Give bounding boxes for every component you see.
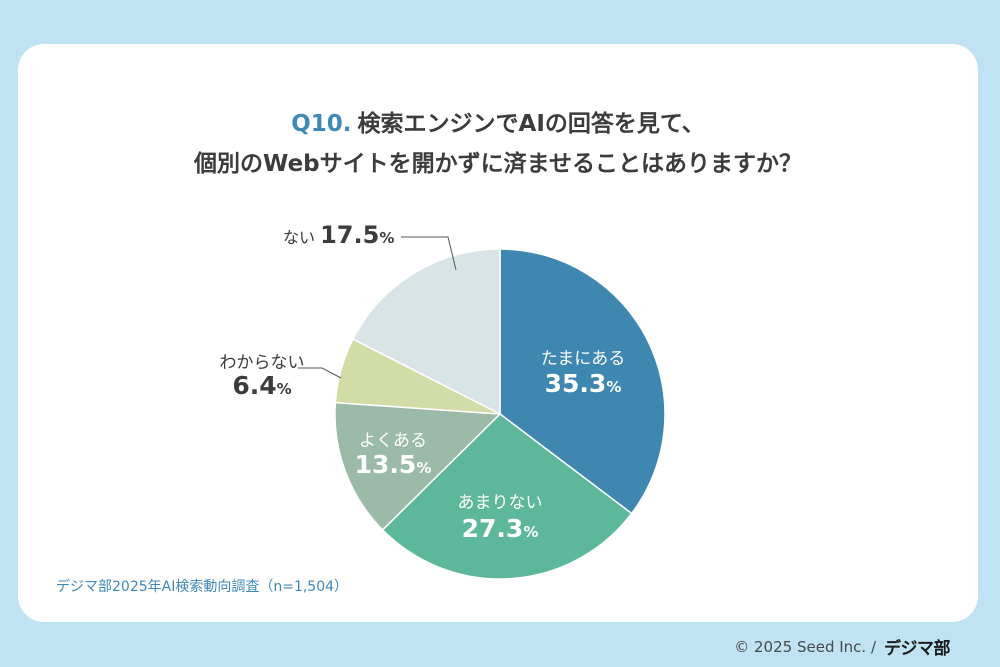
question-number: Q10. [291,111,352,137]
slice-value-1: 35.3% [545,369,622,398]
copyright: © 2025 Seed Inc. / デジマ部 [734,634,951,660]
slice-value-2: 27.3% [462,514,539,543]
pie-slice-2 [381,413,633,580]
pie-slice-5 [351,248,501,416]
slice-value-4: 6.4% [232,371,291,400]
title-line-1: Q10. 検索エンジンでAIの回答を見て、 [18,104,978,144]
pie-slice-1 [499,248,666,515]
slice-label-1: たまにある [541,349,626,369]
title-text-1: 検索エンジンでAIの回答を見て、 [357,111,705,137]
slice-value-3: 13.5% [355,450,432,479]
chart-title: Q10. 検索エンジンでAIの回答を見て、 個別のWebサイトを開かずに済ませるこ… [18,104,978,184]
leader-line-4 [298,367,342,379]
slice-label-5: ない 17.5% [283,221,394,249]
brand-logo: デジマ部 [884,639,951,659]
leader-line-5 [401,236,457,271]
source-note: デジマ部2025年AI検索動向調査（n=1,504） [56,579,349,595]
pie-slice-3 [334,401,502,532]
title-line-2: 個別のWebサイトを開かずに済ませることはありますか？ [194,151,802,177]
slice-label-2: あまりない [458,493,543,513]
copyright-text: © 2025 Seed Inc. / [734,637,876,656]
slice-label-4: わからない [220,353,305,373]
slice-label-3: よくある [359,431,427,451]
